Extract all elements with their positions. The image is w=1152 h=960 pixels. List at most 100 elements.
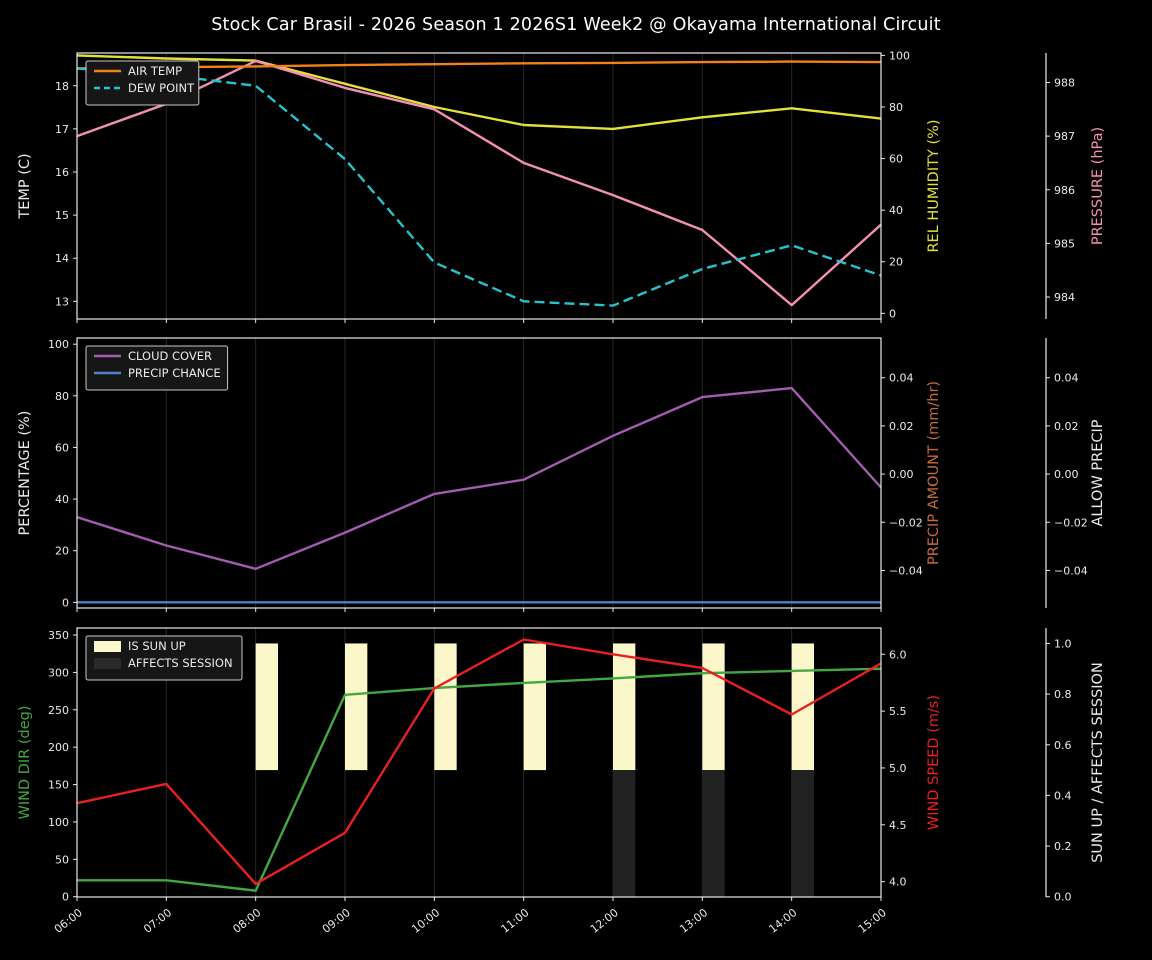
y-tick-label: 20 [55, 545, 69, 558]
panel-precipitation: 0 20 40 60 80 100 PERCENTAGE (%) 0.04 0.02 0.00 −0… [17, 337, 1106, 612]
y-tick-label: 984 [1054, 291, 1075, 304]
x-tick-label: 07:00 [141, 906, 174, 936]
air-temp-line [76, 60, 882, 70]
cloud-cover-line [76, 386, 882, 570]
affects-session-bar [613, 770, 636, 897]
y-tick-label: 50 [55, 853, 69, 866]
y-tick-label: 300 [48, 666, 69, 679]
x-tick-label: 11:00 [499, 906, 532, 936]
y-tick-label: 100 [889, 49, 910, 62]
y-tick-label: 17 [55, 123, 69, 136]
legend-box [85, 345, 229, 391]
y-tick-label: 0.04 [1054, 372, 1079, 385]
x-tick-label: 12:00 [588, 906, 621, 936]
axis-label: ALLOW PRECIP [1090, 419, 1106, 526]
axis-label: PRECIP AMOUNT (mm/hr) [926, 381, 942, 565]
axis-label: PERCENTAGE (%) [17, 411, 33, 536]
y-tick-label: 0.00 [1054, 468, 1079, 481]
y-tick-label: 16 [55, 166, 69, 179]
y-tick-label: 60 [55, 441, 69, 454]
y-tick-label: 15 [55, 209, 69, 222]
y-tick-label: 14 [55, 252, 69, 265]
wind-speed-line [76, 638, 882, 886]
is-sun-up-bar [702, 643, 725, 771]
y-tick-label: 986 [1054, 184, 1075, 197]
y-tick-label: 200 [48, 741, 69, 754]
y-tick-label: 0 [62, 891, 69, 904]
y-tick-label: 0 [889, 307, 896, 320]
panel-wind: 06:00 07:00 08:00 09:00 10:00 11:00 12:00 13:00… [17, 627, 1106, 936]
legend-item-label: AIR TEMP [128, 64, 182, 78]
legend-item-label: IS SUN UP [128, 639, 186, 653]
pressure-line [76, 59, 882, 307]
y-tick-label: 0.4 [1054, 789, 1072, 802]
y-tick-label: 0.8 [1054, 688, 1072, 701]
y-tick-label: 60 [889, 153, 903, 166]
y-tick-label: 5.0 [889, 762, 907, 775]
is-sun-up-bar [434, 643, 457, 771]
y-tick-label: 100 [48, 816, 69, 829]
y-tick-label: 150 [48, 779, 69, 792]
y-tick-label: 250 [48, 704, 69, 717]
is-sun-up-bar [523, 643, 546, 771]
axis-label: WIND DIR (deg) [17, 705, 33, 819]
y-tick-label: 100 [48, 338, 69, 351]
legend-box [85, 635, 243, 681]
y-tick-label: 0.00 [889, 468, 914, 481]
legend-item-label: CLOUD COVER [128, 349, 212, 363]
y-tick-label: 5.5 [889, 705, 907, 718]
x-tick-label: 14:00 [767, 906, 800, 936]
y-tick-label: 13 [55, 295, 69, 308]
x-tick-label: 06:00 [52, 906, 85, 936]
y-tick-label: −0.02 [1054, 516, 1088, 529]
plot-border [76, 337, 882, 609]
y-tick-label: 988 [1054, 76, 1075, 89]
panel-temperature: 13 14 15 16 17 18 TEMP (C) 0 20 40 60 80 100 REL HUMI… [17, 49, 1106, 323]
legend-item-label: PRECIP CHANCE [128, 366, 221, 380]
y-tick-label: 0.6 [1054, 739, 1072, 752]
affects-session-bar [791, 770, 814, 897]
is-sun-up-bar [255, 643, 278, 771]
is-sun-up-bar [613, 643, 636, 771]
legend-item-label: DEW POINT [128, 81, 195, 95]
axis-label: TEMP (C) [17, 153, 33, 219]
y-tick-label: −0.02 [889, 516, 923, 529]
axis-label: SUN UP / AFFECTS SESSION [1090, 662, 1106, 863]
y-tick-label: 80 [55, 390, 69, 403]
affects-session-bar [702, 770, 725, 897]
y-tick-label: −0.04 [1054, 564, 1088, 577]
y-tick-label: 0.02 [1054, 420, 1079, 433]
x-tick-label: 10:00 [409, 906, 442, 936]
legend-item-label: AFFECTS SESSION [128, 656, 233, 670]
y-tick-label: 18 [55, 80, 69, 93]
y-tick-label: −0.04 [889, 564, 923, 577]
y-tick-label: 4.5 [889, 819, 907, 832]
axis-label: WIND SPEED (m/s) [926, 695, 942, 830]
y-tick-label: 40 [55, 493, 69, 506]
y-tick-label: 350 [48, 629, 69, 642]
y-tick-label: 40 [889, 204, 903, 217]
axis-label: REL HUMIDITY (%) [926, 119, 942, 252]
legend-swatch-affects-session [94, 658, 121, 669]
rel-humidity-line [76, 54, 882, 131]
y-tick-label: 1.0 [1054, 637, 1072, 650]
y-tick-label: 987 [1054, 130, 1075, 143]
chart-title: Stock Car Brasil - 2026 Season 1 2026S1 … [211, 15, 941, 35]
wind-dir-line [77, 667, 882, 892]
y-tick-label: 6.0 [889, 648, 907, 661]
y-tick-label: 80 [889, 101, 903, 114]
plot-border [76, 52, 882, 320]
x-tick-label: 13:00 [677, 906, 710, 936]
x-tick-label: 15:00 [856, 906, 889, 936]
legend-swatch-is-sun-up [94, 641, 121, 652]
y-tick-label: 20 [889, 256, 903, 269]
y-tick-label: 0.02 [889, 420, 914, 433]
dew-point-line [76, 67, 882, 307]
plot-border [76, 627, 882, 898]
x-tick-label: 08:00 [231, 906, 264, 936]
y-tick-label: 0.0 [1054, 891, 1072, 904]
y-tick-label: 985 [1054, 237, 1075, 250]
axis-label: PRESSURE (hPa) [1090, 127, 1106, 245]
